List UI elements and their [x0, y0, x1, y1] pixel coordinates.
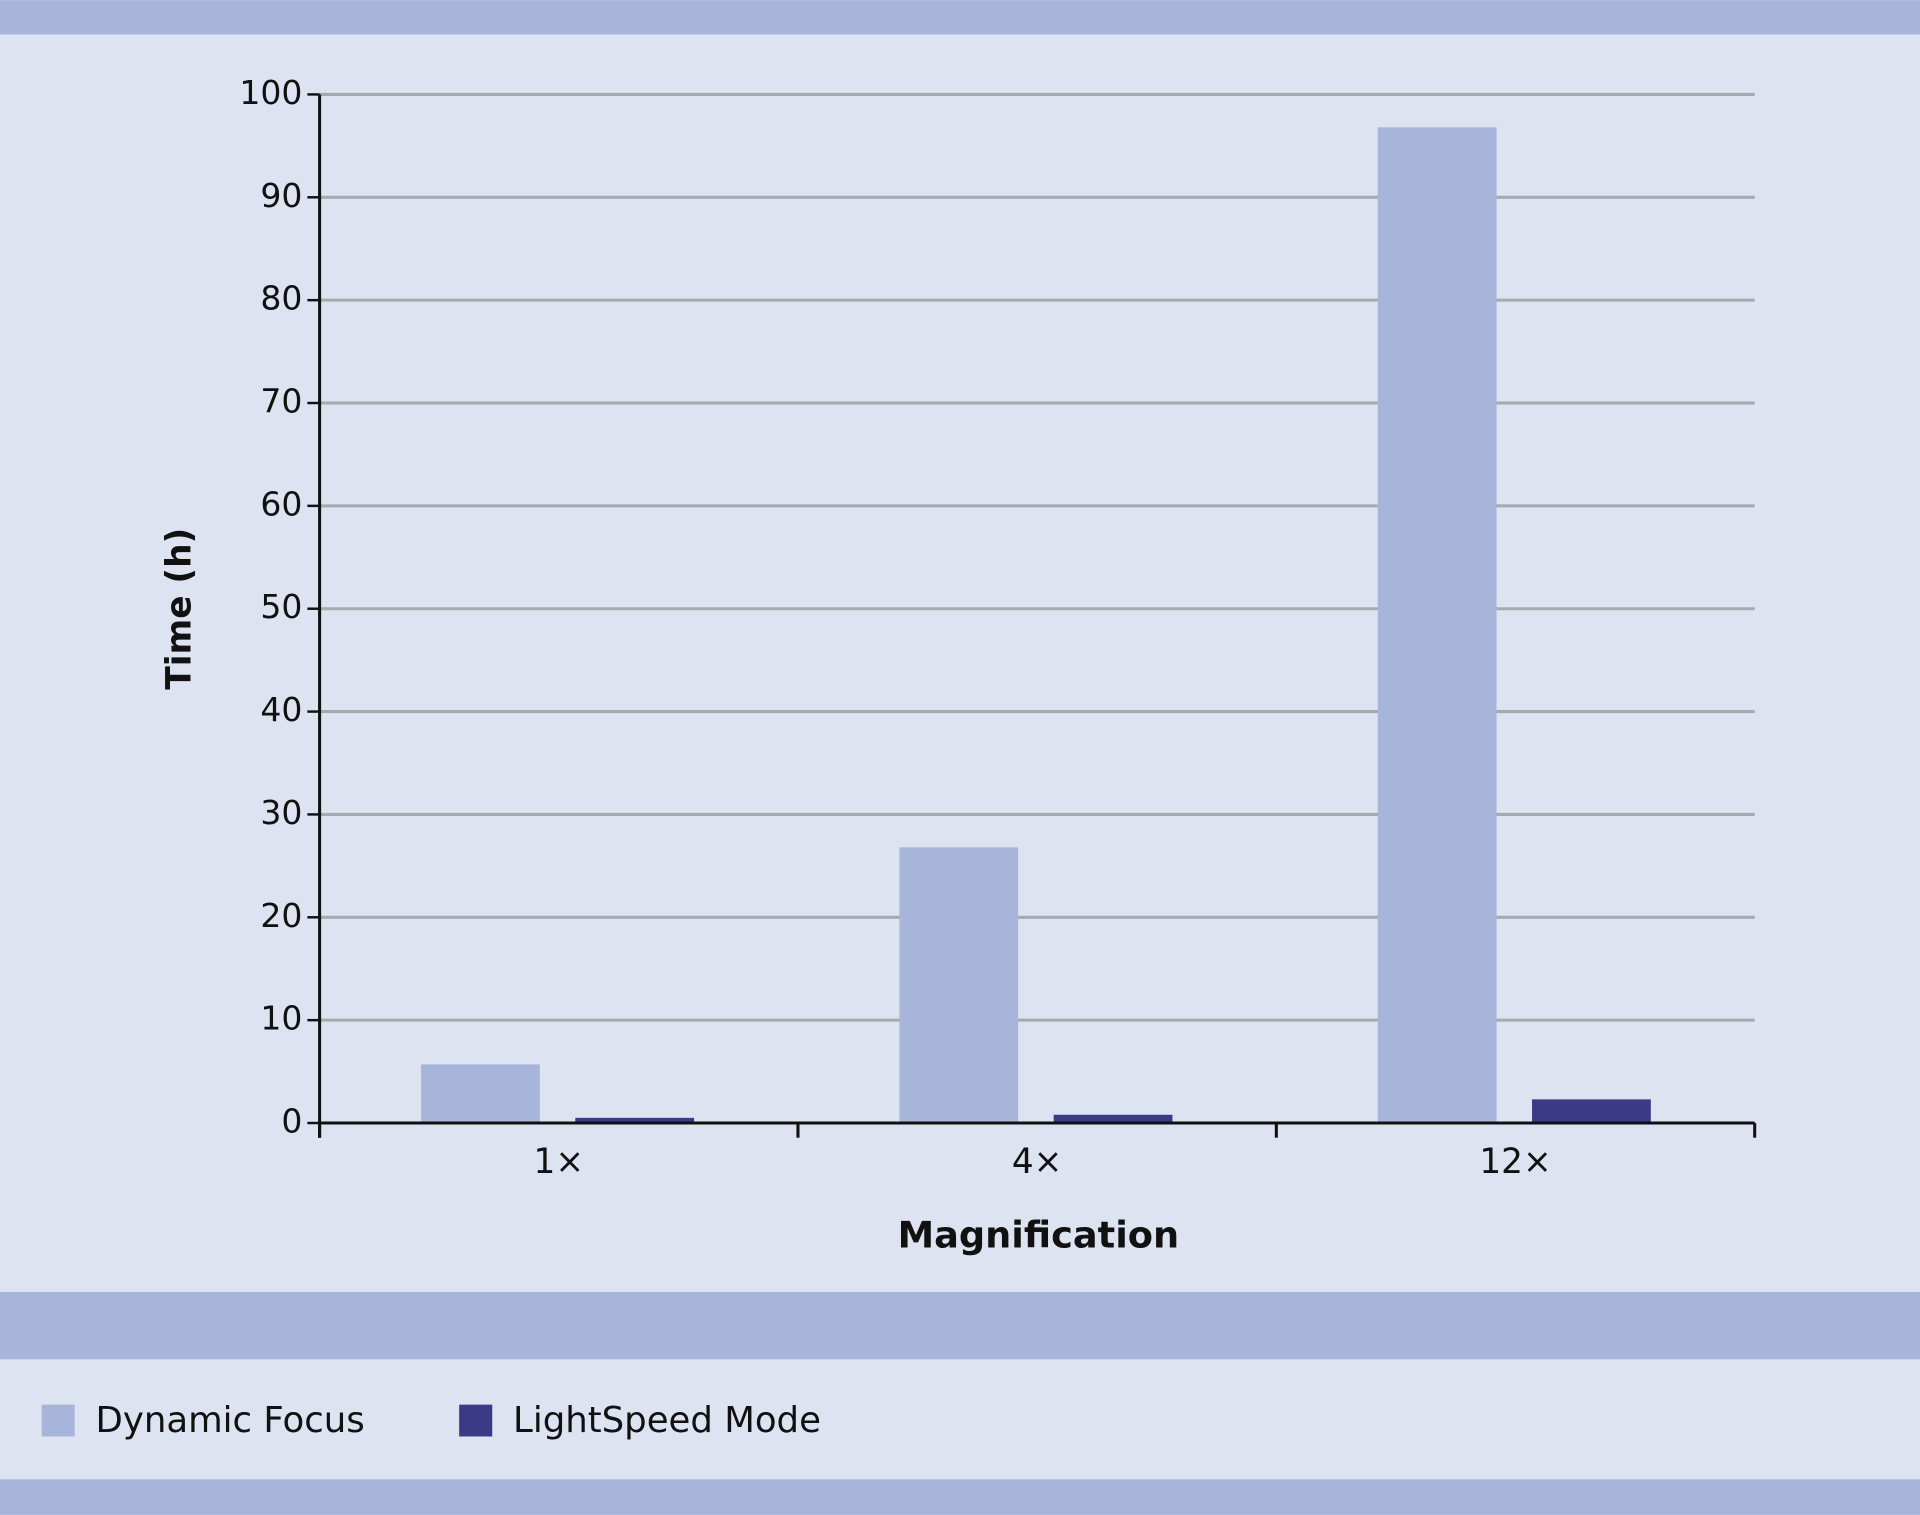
x-tick-label: 1×	[534, 1142, 585, 1182]
bar	[421, 1064, 540, 1124]
y-tick-label: 40	[260, 690, 302, 729]
bar	[1053, 1114, 1173, 1124]
y-tick-label: 30	[260, 793, 302, 832]
legend-swatch	[41, 1404, 75, 1437]
y-tick-label: 100	[239, 73, 302, 112]
y-tick-label: 10	[260, 999, 302, 1038]
y-tick-label: 80	[260, 279, 302, 318]
middle-band	[0, 1291, 1920, 1360]
y-tick-label: 90	[260, 176, 302, 215]
y-tick-label: 20	[260, 896, 302, 935]
legend-label: LightSpeed Mode	[513, 1400, 821, 1441]
top-band	[0, 0, 1920, 35]
bar	[899, 847, 1019, 1124]
legend-label: Dynamic Focus	[96, 1400, 365, 1441]
x-tick-label: 12×	[1479, 1142, 1551, 1182]
y-tick-label: 60	[260, 484, 302, 523]
bottom-band	[0, 1479, 1920, 1515]
y-tick-label: 0	[281, 1102, 302, 1141]
x-tick-label: 4×	[1012, 1142, 1063, 1182]
bar	[1532, 1099, 1651, 1124]
y-tick-label: 70	[260, 382, 302, 421]
y-axis-label: Time (h)	[160, 528, 200, 690]
x-axis-label: Magnification	[898, 1213, 1180, 1256]
bar	[1377, 127, 1497, 1124]
legend-swatch	[459, 1404, 493, 1437]
bar	[575, 1117, 695, 1124]
y-tick-label: 50	[260, 587, 302, 626]
